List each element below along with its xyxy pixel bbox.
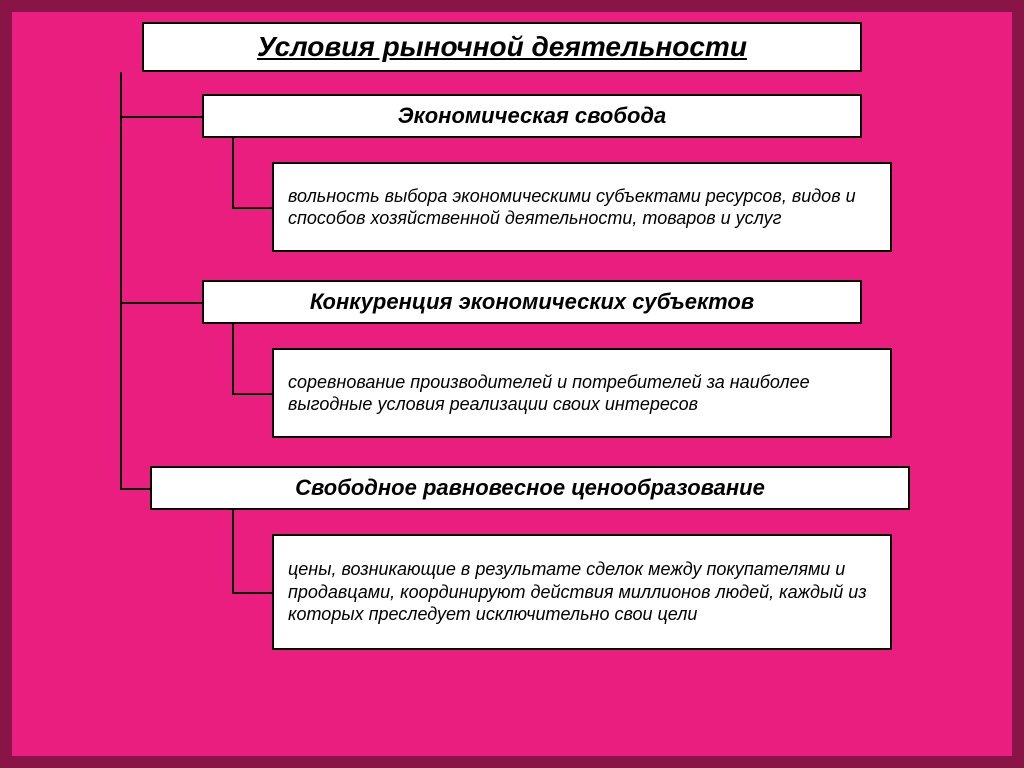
heading-text-2: Конкуренция экономических субъектов: [310, 289, 754, 315]
branch-h-1: [120, 116, 202, 118]
branch-h-3: [120, 488, 150, 490]
desc-text-3: цены, возникающие в результате сделок ме…: [288, 558, 876, 626]
outer-frame: Условия рыночной деятельности Экономичес…: [0, 0, 1024, 768]
inner-h-3: [232, 592, 272, 594]
heading-text-3: Свободное равновесное ценообразование: [295, 475, 765, 501]
section-heading-3: Свободное равновесное ценообразование: [150, 466, 910, 510]
inner-h-1: [232, 207, 272, 209]
desc-text-1: вольность выбора экономическими субъекта…: [288, 185, 876, 230]
section-heading-1: Экономическая свобода: [202, 94, 862, 138]
inner-frame: Условия рыночной деятельности Экономичес…: [12, 12, 1012, 756]
branch-h-2: [120, 302, 202, 304]
section-desc-3: цены, возникающие в результате сделок ме…: [272, 534, 892, 650]
diagram-title: Условия рыночной деятельности: [142, 22, 862, 72]
trunk-vertical: [120, 72, 122, 488]
inner-h-2: [232, 393, 272, 395]
title-text: Условия рыночной деятельности: [257, 31, 747, 63]
section-desc-2: соревнование производителей и потребител…: [272, 348, 892, 438]
inner-v-2: [232, 324, 234, 393]
inner-v-3: [232, 510, 234, 592]
desc-text-2: соревнование производителей и потребител…: [288, 371, 876, 416]
heading-text-1: Экономическая свобода: [398, 103, 666, 129]
section-heading-2: Конкуренция экономических субъектов: [202, 280, 862, 324]
section-desc-1: вольность выбора экономическими субъекта…: [272, 162, 892, 252]
inner-v-1: [232, 138, 234, 207]
